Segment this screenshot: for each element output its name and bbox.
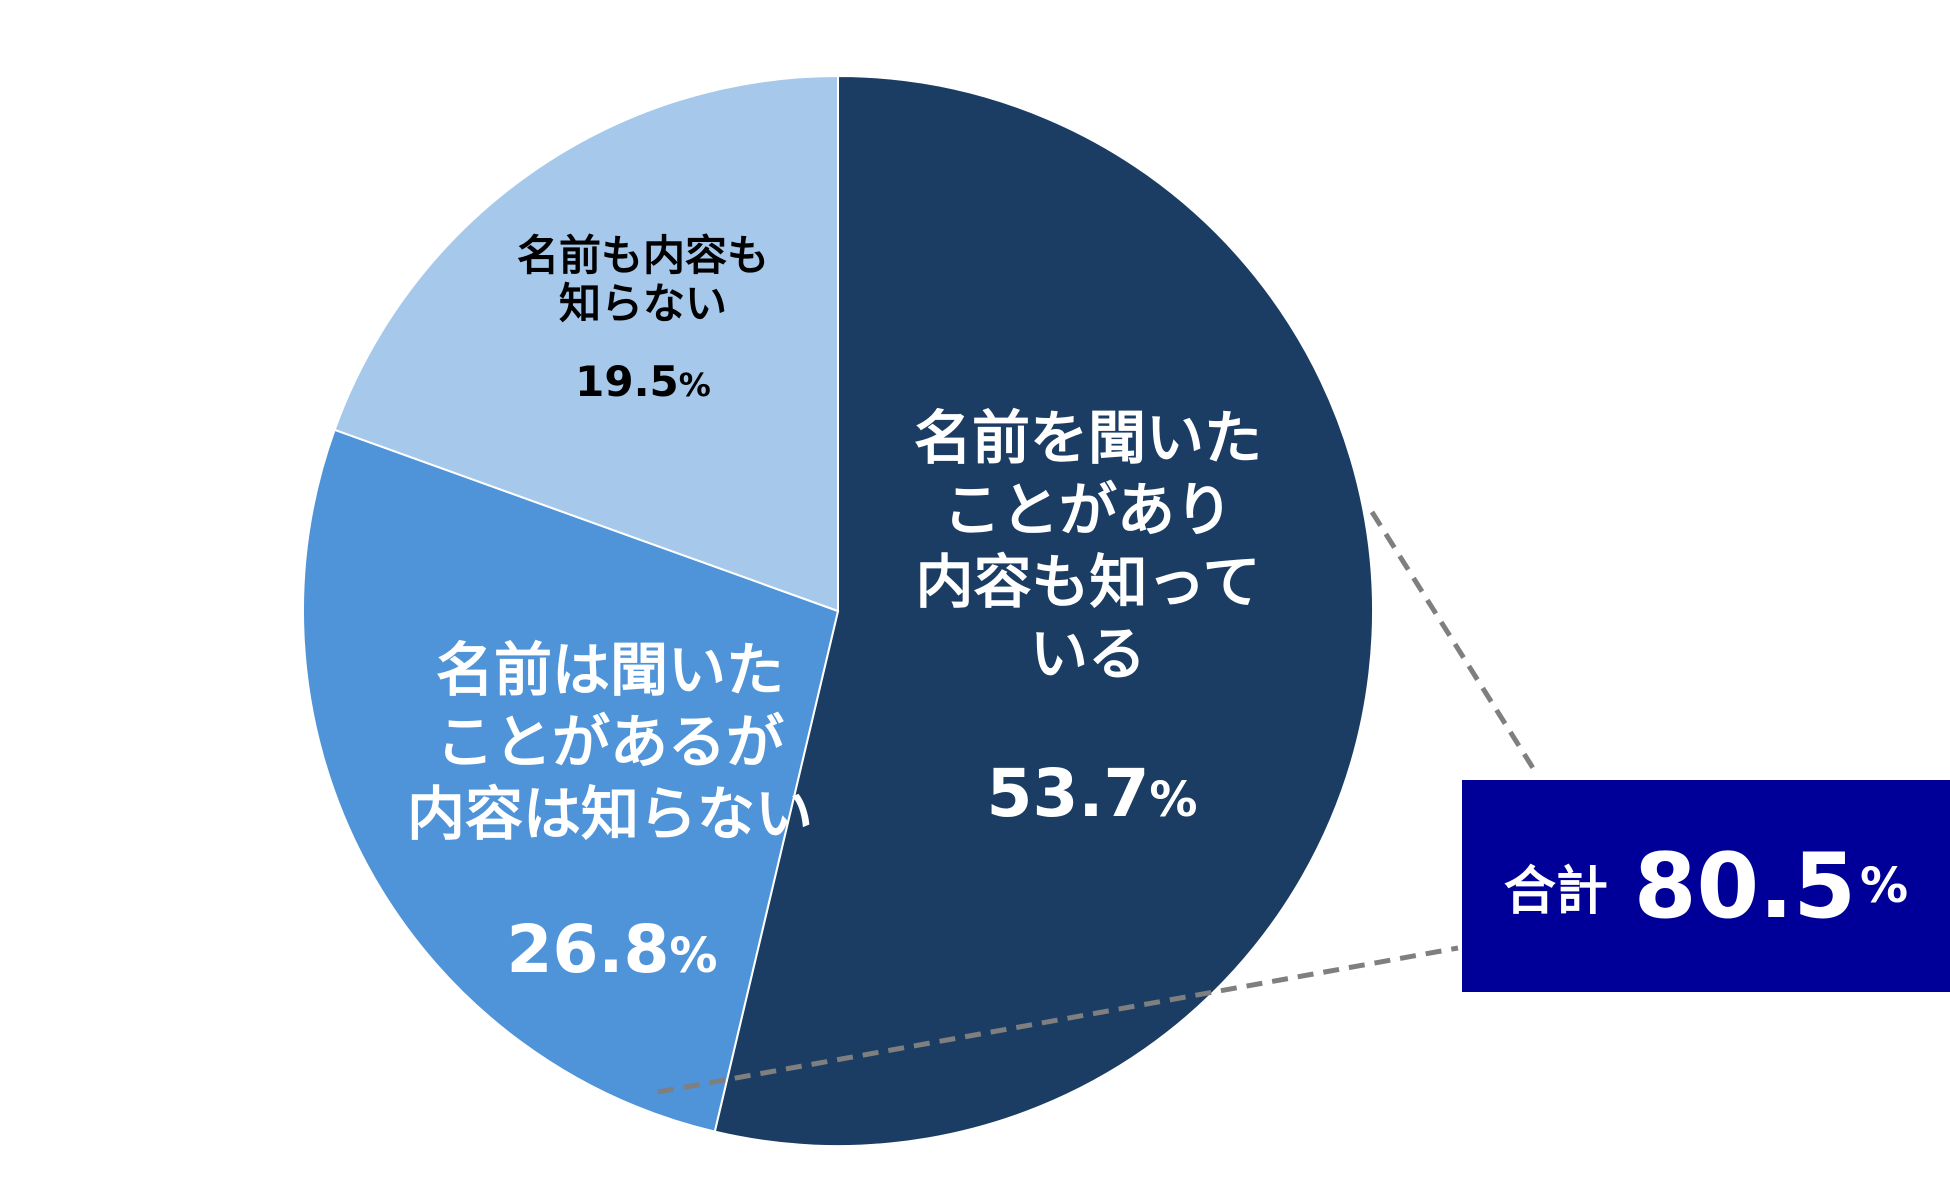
total-callout: 合計 80.5 % — [1462, 780, 1950, 992]
pie-slice-unknown — [333, 74, 839, 613]
leader-line-top — [1369, 510, 1541, 778]
total-label: 合計 — [1503, 861, 1608, 922]
total-value: 80.5 — [1633, 833, 1856, 939]
slice-label-heard-line-3: 内容は知らない — [407, 780, 813, 848]
slice-value-heard-number: 26.8 — [507, 911, 670, 988]
slice-value-heard-unit: % — [669, 928, 717, 984]
slice-label-heard-line-1: 名前は聞いた — [436, 636, 784, 704]
slice-label-heard-line-2: ことがあるが — [436, 708, 784, 776]
leader-line-bottom — [657, 945, 1459, 1095]
slice-value-know-number: 53.7 — [987, 755, 1150, 832]
pie-slice-know — [713, 74, 1374, 1147]
slice-value-unknown: 19.5% — [575, 357, 711, 406]
slice-value-know: 53.7% — [987, 755, 1198, 832]
slice-label-unknown-line-1: 名前も内容も — [517, 231, 769, 280]
slice-value-know-unit: % — [1149, 772, 1197, 828]
slice-value-heard: 26.8% — [507, 911, 718, 988]
slice-label-know-line-3: 内容も知って — [915, 548, 1260, 616]
slice-label-unknown-line-2: 知らない — [559, 279, 727, 328]
slice-label-know-line-4: いる — [1030, 620, 1146, 688]
slice-label-know-line-2: ことがあり — [943, 476, 1233, 544]
total-unit: % — [1859, 858, 1909, 914]
pie-slices — [302, 74, 1374, 1147]
total-leader-lines — [657, 510, 1541, 1095]
pie-slice-heard — [302, 428, 840, 1133]
slice-labels: 名前を聞いた ことがあり 内容も知って いる 53.7% 名前は聞いた ことがあ… — [407, 231, 1262, 988]
slice-value-unknown-number: 19.5 — [575, 357, 679, 406]
slice-label-know-line-1: 名前を聞いた — [914, 404, 1262, 472]
slice-value-unknown-unit: % — [679, 366, 711, 404]
